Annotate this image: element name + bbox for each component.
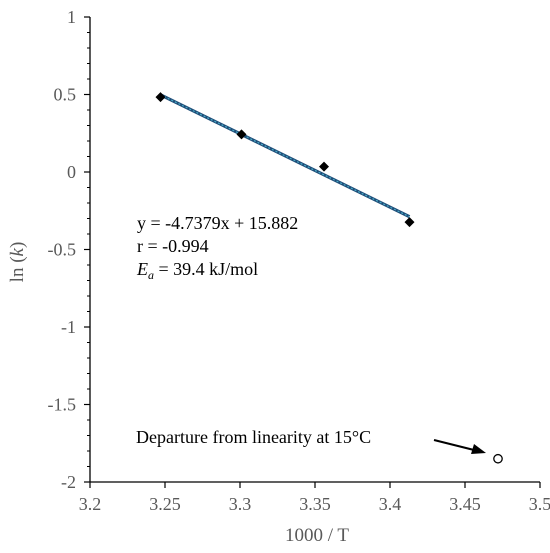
- activation-energy-subscript: a: [148, 268, 154, 282]
- trendline: [159, 93, 411, 219]
- x-tick-label: 3.3: [229, 494, 252, 514]
- tick-marks: [84, 16, 541, 488]
- y-axis-label: ln (k): [7, 242, 28, 283]
- x-tick-label: 3.4: [379, 494, 402, 514]
- activation-energy-symbol: E: [136, 259, 148, 279]
- x-tick-label: 3.45: [449, 494, 481, 514]
- x-tick-label: 3.2: [79, 494, 102, 514]
- departure-arrow: [433, 439, 486, 454]
- y-tick-label: 0: [67, 162, 76, 182]
- y-tick-label: -2: [61, 472, 76, 492]
- y-axis-label-italic: k: [7, 247, 28, 256]
- data-point-diamond: [236, 129, 247, 140]
- y-tick-label: -1: [61, 317, 76, 337]
- x-axis-label: 1000 / T: [285, 525, 349, 546]
- activation-energy-value: = 39.4 kJ/mol: [154, 259, 258, 279]
- y-axis-label-prefix: ln (: [7, 256, 28, 282]
- correlation-coefficient: r = -0.994: [137, 236, 209, 256]
- y-tick-label: -1.5: [48, 395, 77, 415]
- x-tick-label: 3.5: [529, 494, 550, 514]
- y-tick-label: 1: [67, 7, 76, 27]
- regression-equation: y = -4.7379x + 15.882: [137, 213, 298, 233]
- data-point-diamond: [404, 217, 415, 228]
- departure-annotation: Departure from linearity at 15°C: [136, 427, 371, 447]
- data-point-diamond: [319, 161, 329, 172]
- data-points: [155, 92, 503, 464]
- x-tick-label: 3.35: [299, 494, 331, 514]
- x-tick-label: 3.25: [149, 494, 181, 514]
- departure-arrow-head: [471, 444, 486, 454]
- y-axis-label-suffix: ): [7, 242, 28, 248]
- data-point-diamond: [155, 92, 166, 103]
- departure-arrow-shaft: [433, 439, 475, 451]
- y-tick-label: 0.5: [54, 85, 77, 105]
- tick-labels: 1 0.5 0 -0.5 -1 -1.5 -23.2 3.25 3.3 3.35 3.4 3.45 3.…: [48, 7, 550, 514]
- trendline-line: [159, 93, 411, 219]
- data-point-outlier: [493, 453, 503, 464]
- activation-energy: Ea = 39.4 kJ/mol: [136, 259, 258, 282]
- y-tick-label: -0.5: [48, 240, 77, 260]
